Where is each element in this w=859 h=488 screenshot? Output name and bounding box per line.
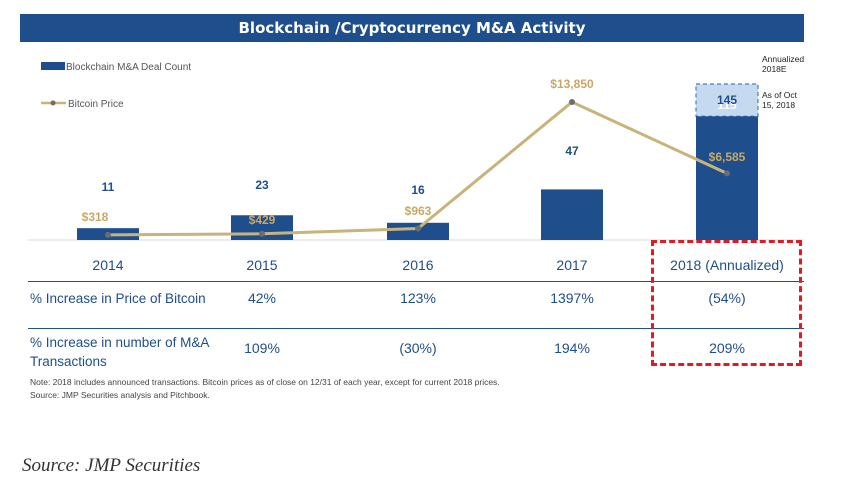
bitcoin-price-label: $13,850 bbox=[550, 77, 594, 91]
year-label: 2018 (Annualized) bbox=[670, 257, 784, 273]
table-cell: 42% bbox=[247, 290, 277, 306]
bitcoin-price-label: $318 bbox=[82, 210, 109, 224]
table-cell: 123% bbox=[400, 290, 436, 306]
bar-2017 bbox=[541, 189, 603, 240]
year-label: 2016 bbox=[402, 257, 434, 273]
annotation-as-of: As of Oct 15, 2018 bbox=[762, 90, 798, 110]
bitcoin-price-label: $429 bbox=[249, 213, 276, 227]
estimate-count-label: 145 bbox=[717, 93, 737, 107]
legend-line-marker bbox=[50, 100, 56, 106]
legend-bar-swatch bbox=[41, 62, 65, 70]
table-cell: (30%) bbox=[399, 340, 437, 356]
bitcoin-price-point bbox=[259, 230, 265, 237]
deal-count-label: 115 bbox=[717, 98, 737, 112]
year-label: 2014 bbox=[92, 257, 124, 273]
deal-count-label: 11 bbox=[102, 180, 115, 194]
row-label-transactions: % Increase in number of M&A Transactions bbox=[30, 335, 209, 369]
year-label: 2017 bbox=[556, 257, 588, 273]
bitcoin-price-label: $963 bbox=[405, 204, 432, 218]
deal-count-label: 16 bbox=[411, 183, 425, 197]
legend-bitcoin-price: Bitcoin Price bbox=[68, 99, 124, 110]
table-cell: (54%) bbox=[708, 290, 746, 306]
table-cell: 1397% bbox=[550, 290, 594, 306]
table-cell: 209% bbox=[709, 340, 745, 356]
note-text: Note: 2018 includes announced transactio… bbox=[30, 377, 500, 387]
table-cell: 109% bbox=[244, 340, 280, 356]
highlight-box bbox=[651, 240, 802, 366]
source-note: Source: JMP Securities analysis and Pitc… bbox=[30, 390, 210, 400]
table-divider-2 bbox=[28, 328, 804, 329]
bitcoin-price-point bbox=[569, 99, 575, 105]
bar-2018-estimate bbox=[695, 83, 759, 117]
legend-deal-count: Blockchain M&A Deal Count bbox=[66, 62, 191, 73]
year-label: 2015 bbox=[246, 257, 278, 273]
row-label-price: % Increase in Price of Bitcoin bbox=[30, 291, 206, 306]
deal-count-label: 47 bbox=[565, 144, 579, 158]
bitcoin-price-point bbox=[105, 231, 111, 238]
table-cell: 194% bbox=[554, 340, 590, 356]
chart-title: Blockchain /Cryptocurrency M&A Activity bbox=[20, 14, 804, 42]
bar-2018 bbox=[696, 116, 758, 240]
bitcoin-price-label: $6,585 bbox=[709, 150, 746, 164]
bitcoin-price-point bbox=[724, 170, 730, 177]
annotation-annualized: Annualized 2018E bbox=[762, 54, 804, 74]
table-divider-1 bbox=[28, 281, 804, 282]
deal-count-label: 23 bbox=[255, 178, 269, 192]
bitcoin-price-point bbox=[415, 225, 421, 232]
source-caption: Source: JMP Securities bbox=[22, 455, 201, 476]
